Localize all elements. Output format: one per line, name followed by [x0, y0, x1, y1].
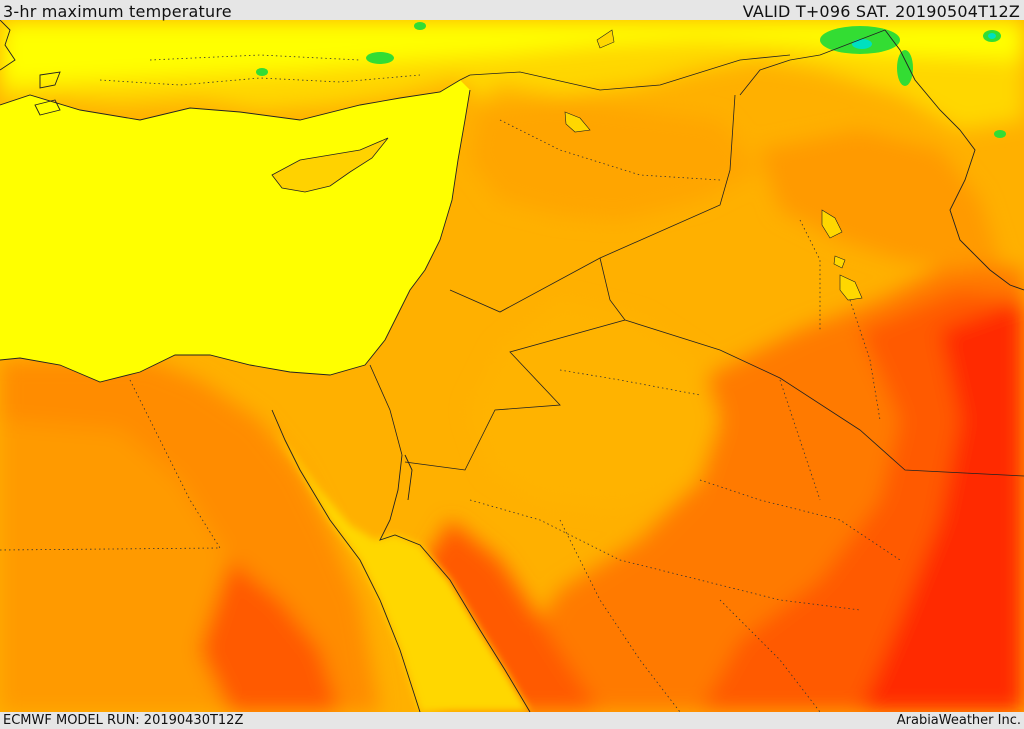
temperature-map-svg	[0, 20, 1024, 712]
band-north-yellow	[0, 20, 1024, 85]
nafud-light	[470, 300, 720, 510]
temperature-map[interactable]	[0, 20, 1024, 712]
lakes	[564, 29, 863, 301]
map-header: 3-hr maximum temperature VALID T+096 SAT…	[0, 0, 1024, 21]
coastlines	[0, 20, 1024, 712]
model-run-label: ECMWF MODEL RUN: 20190430T12Z	[3, 713, 244, 728]
cyan-patches	[852, 33, 996, 49]
country-borders	[369, 29, 1024, 477]
credit-label: ArabiaWeather Inc.	[896, 713, 1021, 728]
iraq-dark-orange	[760, 130, 1000, 270]
cyprus-island	[271, 137, 389, 193]
syria-orange	[470, 100, 760, 220]
map-footer: ECMWF MODEL RUN: 20190430T12Z ArabiaWeat…	[0, 712, 1024, 729]
gulf-red	[860, 300, 1024, 712]
red-sea	[275, 430, 530, 712]
province-borders	[0, 54, 901, 712]
valid-time-label: VALID T+096 SAT. 20190504T12Z	[742, 2, 1020, 21]
egypt-south-red	[200, 560, 340, 712]
map-title: 3-hr maximum temperature	[3, 2, 232, 21]
